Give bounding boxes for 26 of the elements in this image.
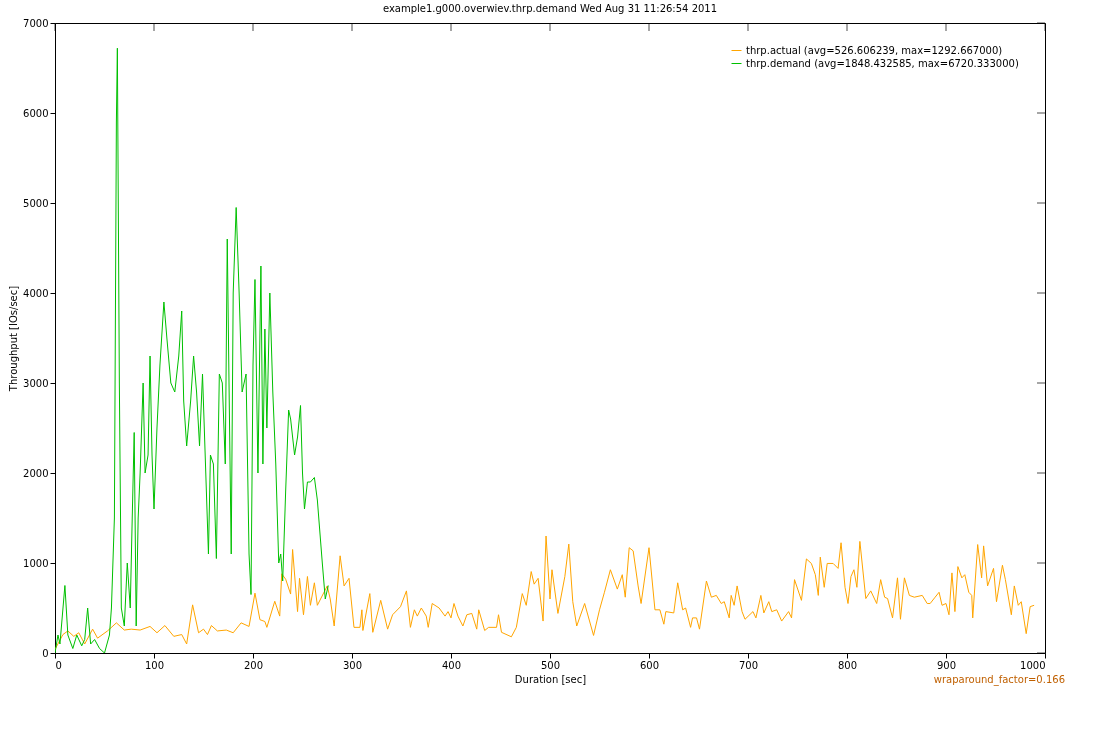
- y-axis-title: Throughput [IOs/sec]: [8, 285, 20, 393]
- x-axis-title: Duration [sec]: [514, 673, 587, 685]
- x-tick-label: 1000: [1020, 659, 1046, 671]
- x-tick-label: 600: [639, 659, 660, 671]
- x-tick-label: 900: [936, 659, 957, 671]
- y-tick-label: 2000: [23, 467, 49, 479]
- y-tick-label: 3000: [23, 377, 49, 389]
- y-tick-label: 6000: [23, 107, 49, 119]
- text: wraparound_factor=0.166: [933, 674, 1065, 686]
- x-tick-label: 100: [144, 659, 165, 671]
- x-tick-label: 700: [738, 659, 759, 671]
- x-tick-label: 800: [837, 659, 858, 671]
- y-tick-label: 7000: [23, 17, 49, 29]
- x-tick-label: 400: [441, 659, 462, 671]
- y-tick-label: 0: [42, 647, 49, 659]
- legend-label: thrp.demand (avg=1848.432585, max=6720.333000): [746, 57, 1019, 69]
- x-tick-label: 200: [243, 659, 264, 671]
- x-tick-label: 0: [55, 659, 62, 671]
- line-series: [55, 47, 329, 653]
- x-tick-label: 500: [540, 659, 561, 671]
- y-tick-label: 4000: [23, 287, 49, 299]
- chart-title: example1.g000.overwiev.thrp.demand Wed Aug 31 11:26:54 2011: [382, 3, 718, 14]
- y-tick-label: 5000: [23, 197, 49, 209]
- y-tick-label: 1000: [23, 557, 49, 569]
- x-tick-label: 300: [342, 659, 363, 671]
- legend-label: thrp.actual (avg=526.606239, max=1292.667000): [746, 44, 1003, 56]
